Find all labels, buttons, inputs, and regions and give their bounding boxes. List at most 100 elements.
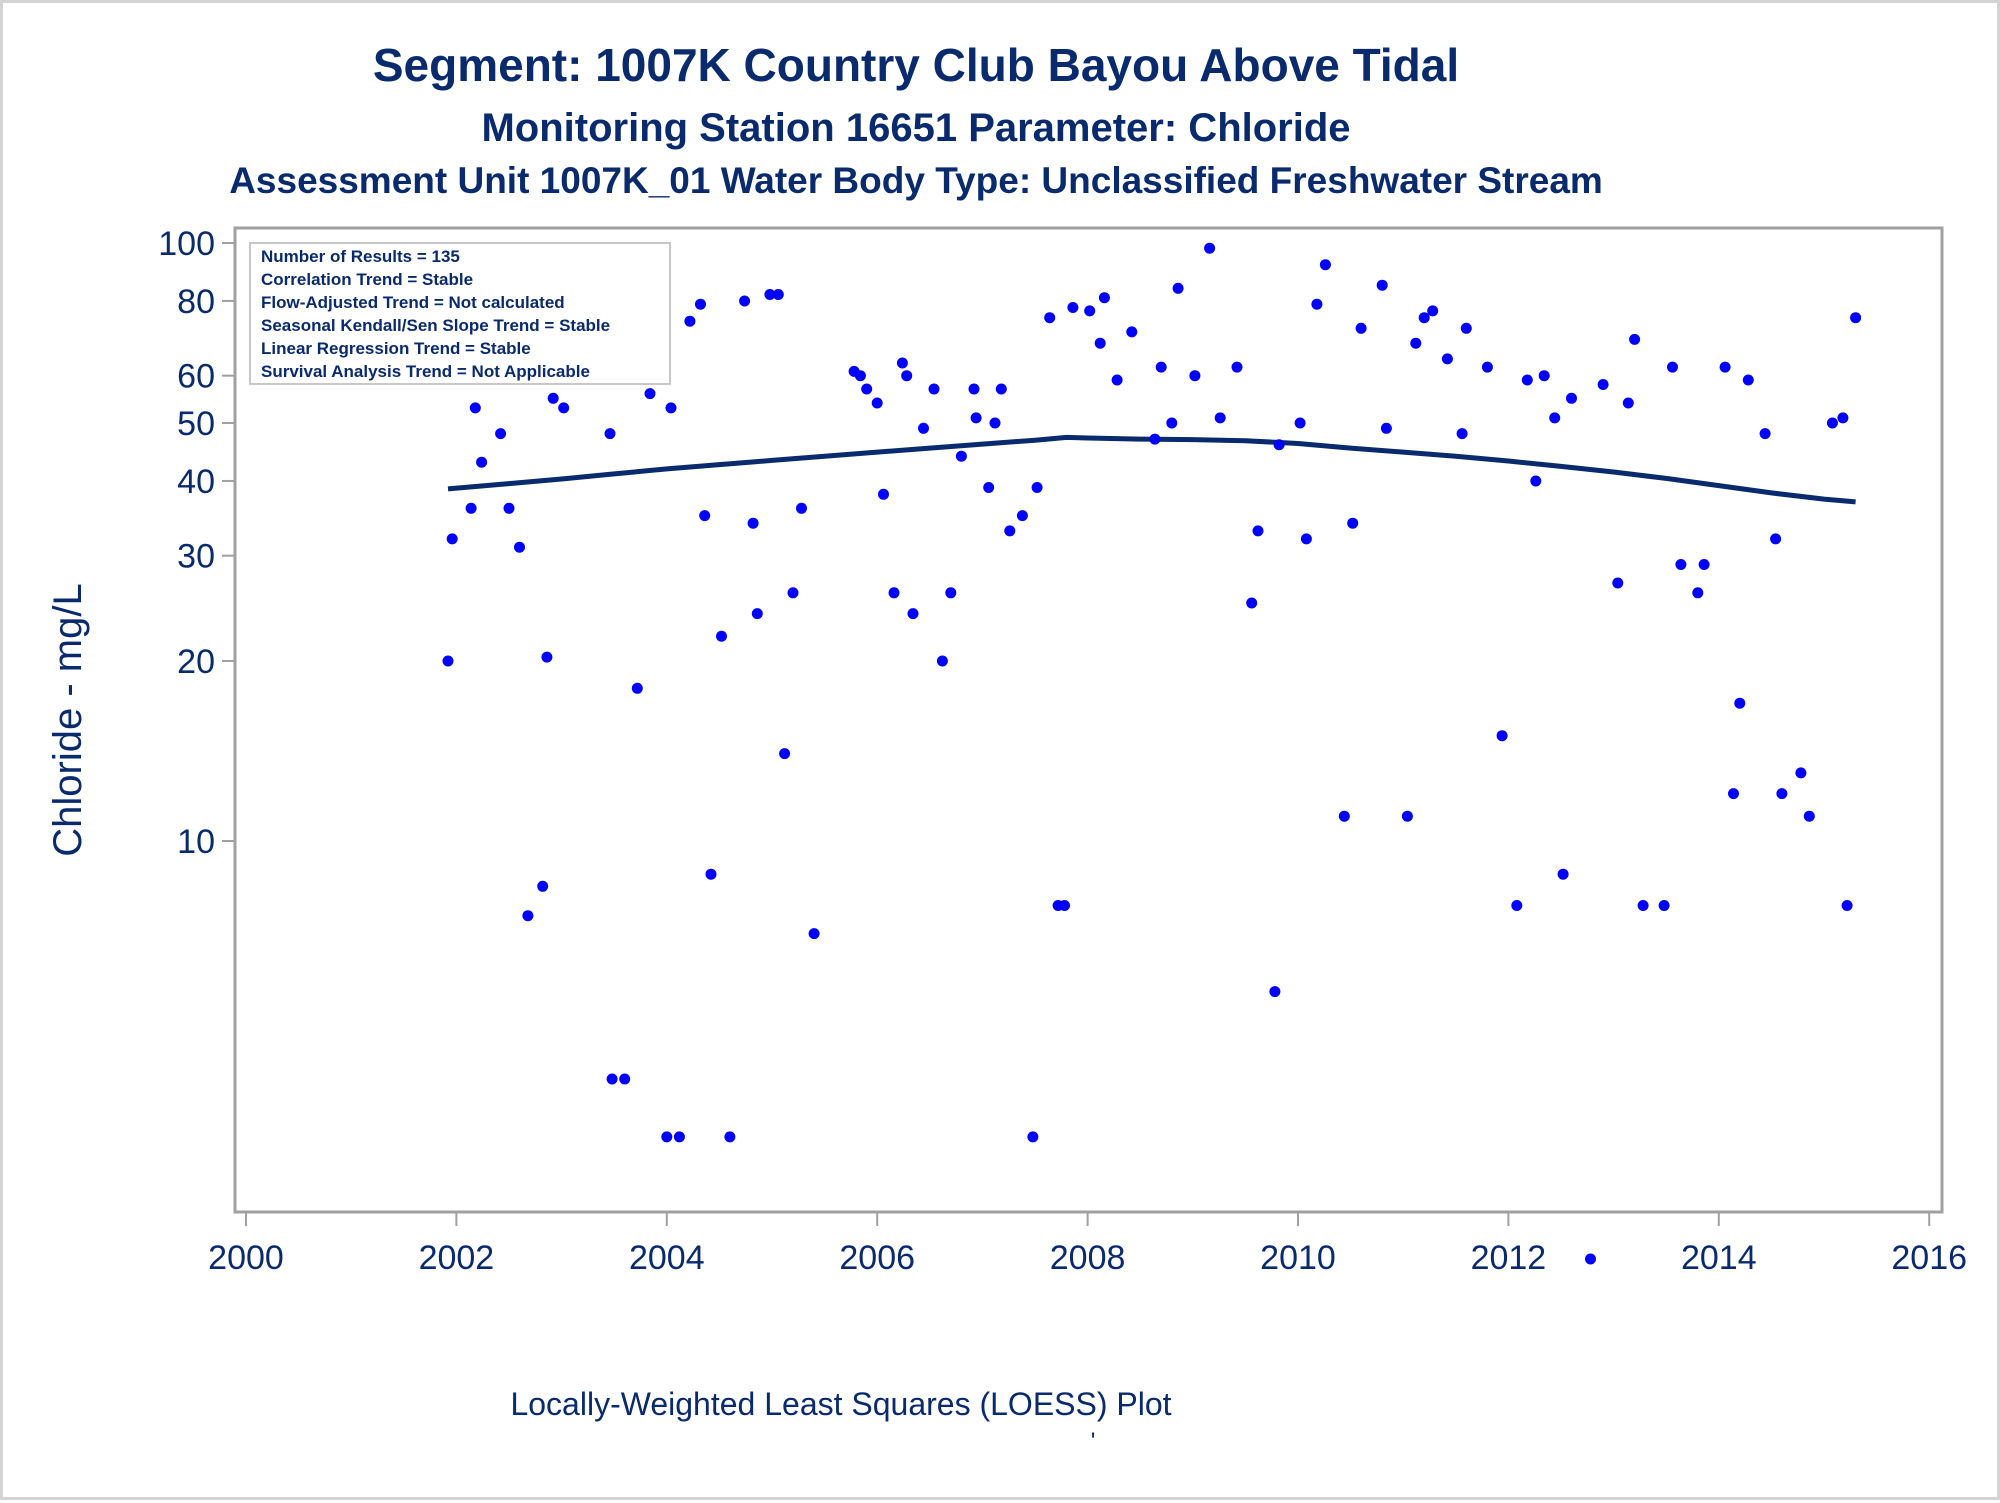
x-tick-label: 2006 (839, 1239, 915, 1277)
points-layer (442, 242, 1862, 1265)
data-point (888, 587, 900, 599)
data-point (1098, 292, 1110, 304)
data-point (1376, 279, 1388, 291)
data-point (1246, 597, 1258, 609)
chart-svg: Segment: 1007K Country Club Bayou Above … (46, 39, 1967, 1455)
data-point (1027, 1131, 1039, 1143)
data-point (503, 502, 515, 514)
data-point (808, 928, 820, 940)
data-point (1204, 242, 1216, 254)
data-point (558, 402, 570, 414)
data-point (1189, 370, 1201, 382)
data-point (1004, 525, 1016, 537)
x-tick-label: 2010 (1260, 1239, 1336, 1277)
data-point (1460, 322, 1472, 334)
data-point (1530, 475, 1542, 487)
data-point (1111, 374, 1123, 386)
data-point (1585, 1253, 1596, 1265)
data-point (901, 370, 913, 382)
data-point (1629, 333, 1641, 345)
data-point (1094, 337, 1106, 349)
stats-line: Number of Results = 135 (261, 247, 460, 266)
data-point (665, 402, 677, 414)
data-point (606, 1073, 618, 1085)
data-point (673, 1131, 685, 1143)
data-point (854, 370, 866, 382)
data-point (787, 587, 799, 599)
stats-box-border (249, 242, 671, 385)
stats-line: Correlation Trend = Stable (261, 270, 473, 289)
data-point (1837, 412, 1849, 424)
x-tick-label: 2014 (1681, 1239, 1757, 1277)
data-point (1311, 298, 1323, 310)
data-point (878, 488, 889, 500)
x-axis: 2000 2002 2004 2006 2008 2010 2012 2014 2016 (208, 1212, 1967, 1277)
data-point (1675, 559, 1687, 570)
data-point (1355, 322, 1367, 334)
data-point (1044, 312, 1056, 324)
data-point (716, 630, 727, 642)
data-point (604, 428, 616, 440)
data-point (1126, 326, 1138, 338)
data-point (1294, 417, 1306, 429)
data-point (1273, 439, 1285, 451)
data-point (1557, 868, 1569, 880)
data-point (476, 456, 488, 468)
data-point (1252, 525, 1264, 537)
data-point (1538, 370, 1550, 382)
data-point (764, 289, 776, 300)
data-point (779, 748, 791, 760)
y-tick-label: 30 (177, 538, 215, 576)
data-point (861, 383, 873, 395)
data-point (989, 417, 1001, 429)
data-point (1427, 305, 1439, 317)
data-point (1719, 361, 1731, 373)
data-point (928, 383, 940, 395)
data-point (739, 295, 751, 307)
data-point (547, 392, 559, 404)
data-point (699, 510, 711, 522)
data-point (871, 397, 883, 409)
data-point (1067, 302, 1079, 313)
data-point (1319, 259, 1331, 271)
data-point (1549, 412, 1561, 424)
data-point (1597, 379, 1609, 390)
y-tick-label: 40 (177, 463, 215, 501)
data-point (522, 910, 534, 922)
data-point (469, 402, 481, 414)
y-axis-label: Chloride - mg/L (46, 583, 90, 856)
data-point (1269, 986, 1281, 998)
data-point (684, 315, 696, 327)
data-point (1803, 810, 1815, 822)
data-point (1776, 788, 1788, 800)
data-point (1172, 282, 1184, 294)
data-point (619, 1073, 631, 1085)
data-point (1795, 767, 1807, 779)
data-point (1380, 422, 1392, 434)
data-point (945, 587, 957, 599)
data-point (970, 412, 982, 424)
data-point (1658, 900, 1670, 911)
data-point (465, 502, 477, 514)
data-point (1841, 900, 1853, 911)
data-point (661, 1131, 673, 1143)
data-point (1667, 361, 1678, 373)
data-point (1155, 361, 1167, 373)
data-point (1300, 533, 1312, 545)
data-point (1231, 361, 1243, 373)
data-point (1612, 577, 1624, 589)
data-point (1728, 788, 1739, 800)
chart-subtitle: Monitoring Station 16651 Parameter: Chlo… (481, 106, 1350, 150)
footnote: Locally-Weighted Least Squares (LOESS) P… (510, 1386, 1171, 1422)
data-point (541, 651, 553, 663)
data-point (724, 1131, 736, 1143)
data-point (968, 383, 980, 395)
x-tick-label: 2000 (208, 1239, 284, 1277)
data-point (442, 655, 454, 667)
data-point (936, 655, 948, 667)
data-point (772, 289, 784, 300)
data-point (1734, 697, 1746, 709)
data-point (751, 608, 763, 620)
data-point (705, 868, 717, 880)
